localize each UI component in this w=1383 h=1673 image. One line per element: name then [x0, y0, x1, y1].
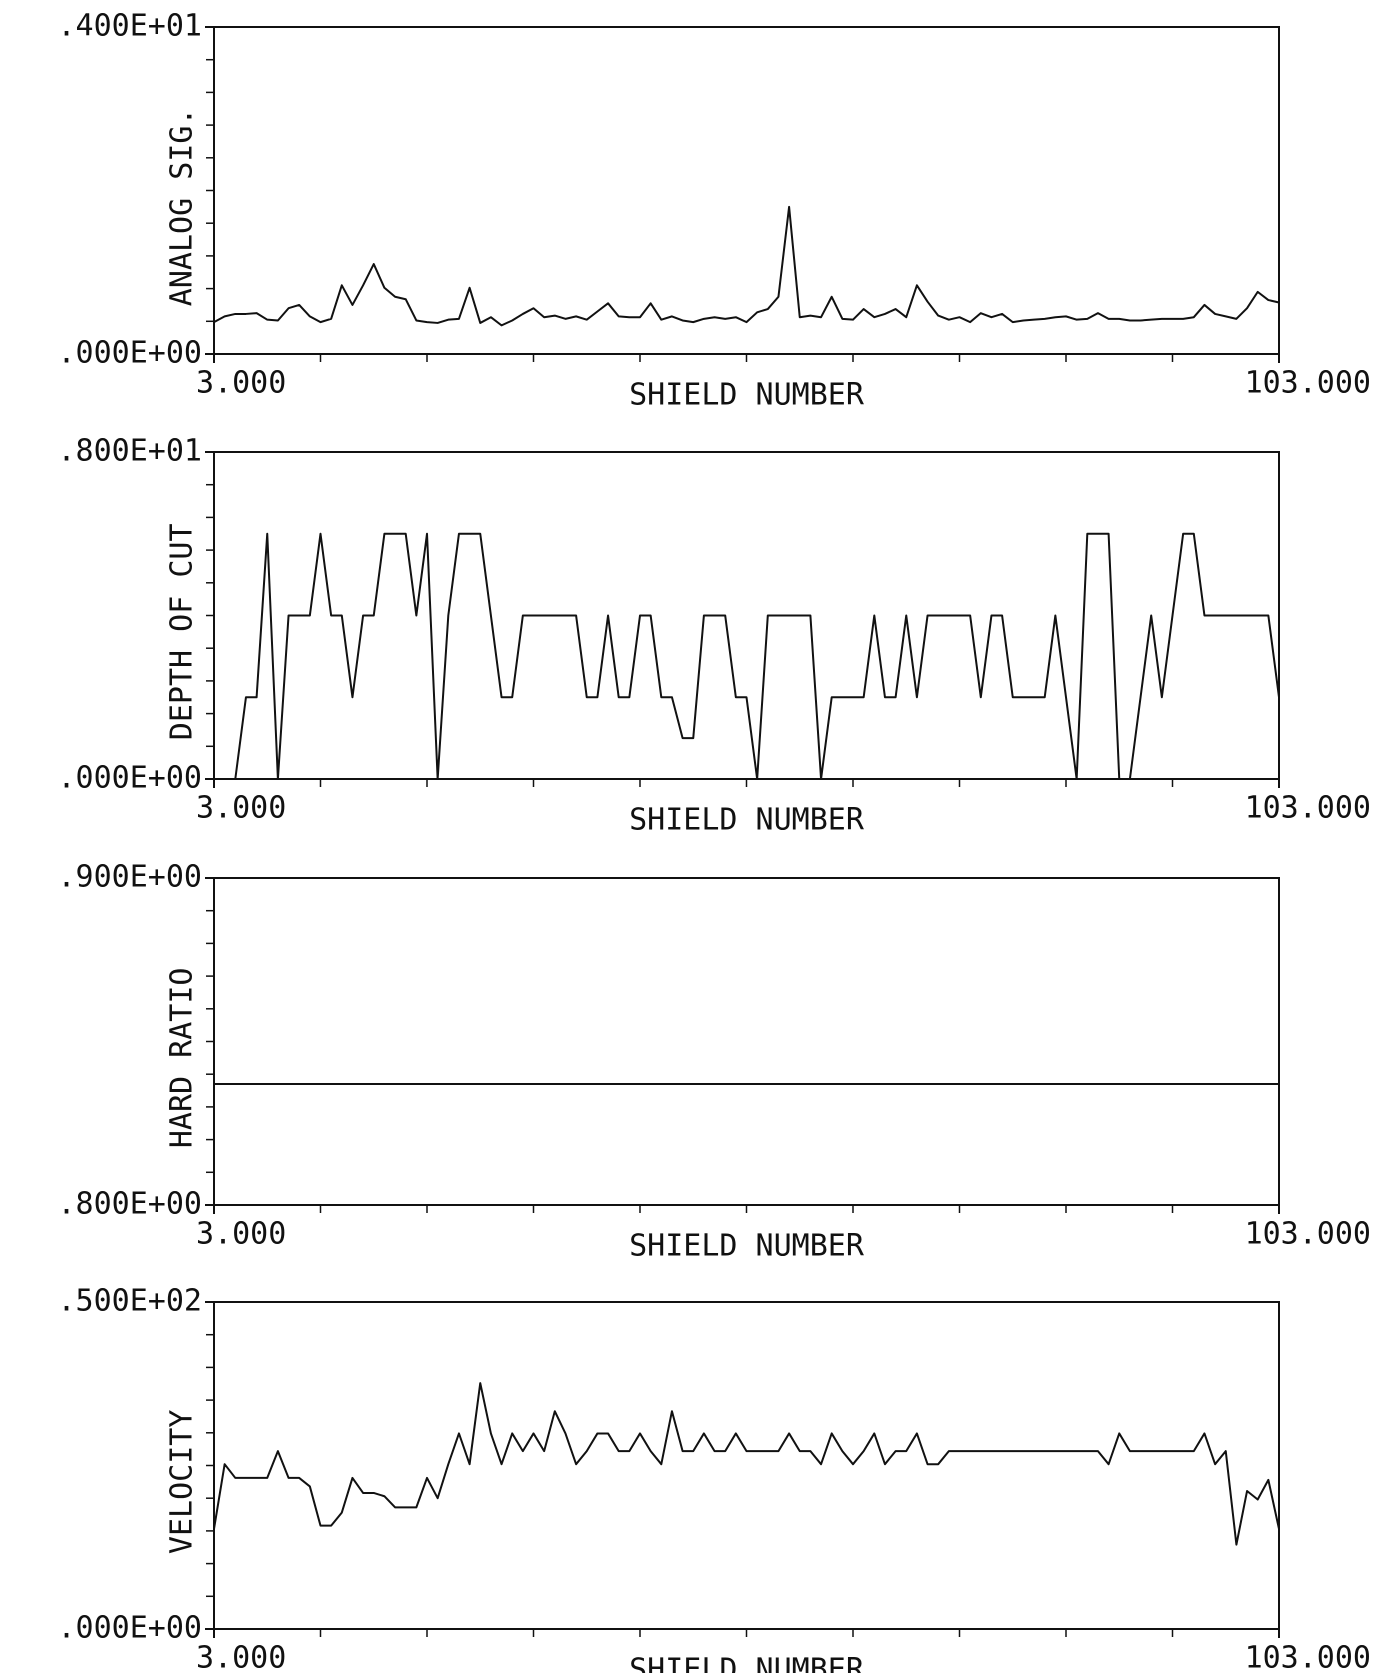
y-axis-title: HARD RATIO: [165, 968, 200, 1149]
y-tick-label: .900E+00: [58, 860, 203, 895]
y-axis-title: DEPTH OF CUT: [165, 523, 200, 740]
y-tick-label: .800E+01: [58, 434, 203, 469]
y-tick-label: .000E+00: [58, 761, 203, 796]
y-axis-title: VELOCITY: [165, 1410, 200, 1555]
plot-frame: [213, 1301, 1280, 1630]
panel: .000E+00 .400E+01 3.000 103.000 SHIELD NUMBE…: [58, 9, 1372, 413]
y-tick-label: .500E+02: [58, 1284, 203, 1319]
data-line: [213, 205, 1280, 327]
x-tick-label: 3.000: [196, 366, 286, 401]
x-axis-title: SHIELD NUMBER: [629, 803, 865, 838]
data-line: [213, 1382, 1280, 1546]
x-tick-label: 3.000: [196, 1217, 286, 1252]
x-tick-label: 103.000: [1245, 791, 1371, 826]
y-tick-label: .800E+00: [58, 1187, 203, 1222]
x-tick-label: 3.000: [196, 791, 286, 826]
y-tick-label: .000E+00: [58, 1611, 203, 1646]
panel: .800E+00 .900E+00 3.000 103.000 SHIELD NUMBE…: [58, 860, 1372, 1264]
panel: .000E+00 .500E+02 3.000 103.000 SHIELD NUMBE…: [58, 1284, 1372, 1673]
y-axis-title: ANALOG SIG.: [165, 108, 200, 307]
plot-frame: [213, 877, 1280, 1206]
y-tick-label: .000E+00: [58, 336, 203, 371]
y-tick-label: .400E+01: [58, 9, 203, 44]
x-tick-label: 103.000: [1245, 1217, 1371, 1252]
x-axis-title: SHIELD NUMBER: [629, 1229, 865, 1264]
data-line: [214, 532, 1280, 780]
x-axis-title: SHIELD NUMBER: [629, 1653, 865, 1673]
x-axis-title: SHIELD NUMBER: [629, 378, 865, 413]
panel: .000E+00 .800E+01 3.000 103.000 SHIELD NUMBE…: [58, 434, 1372, 838]
x-tick-label: 103.000: [1245, 1641, 1371, 1673]
x-tick-label: 3.000: [196, 1641, 286, 1673]
x-tick-label: 103.000: [1245, 366, 1371, 401]
plot-frame: [213, 26, 1280, 355]
